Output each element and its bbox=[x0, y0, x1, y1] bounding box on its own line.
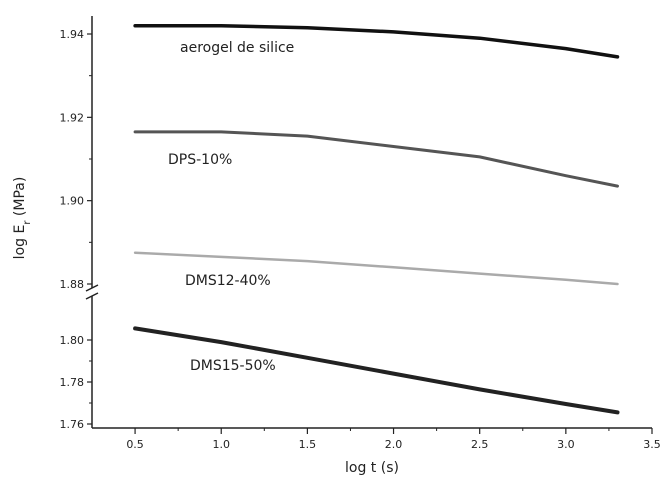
x-axis-label: log t (s) bbox=[345, 460, 399, 476]
y-tick-label: 1.90 bbox=[60, 195, 85, 208]
y-tick-label: 1.80 bbox=[60, 334, 85, 347]
x-tick-label: 2.0 bbox=[385, 438, 403, 451]
y-axis-break-mark bbox=[85, 292, 99, 300]
series-line-2 bbox=[133, 130, 619, 188]
series-line-3 bbox=[133, 251, 619, 286]
y-tick-label: 1.88 bbox=[60, 278, 85, 291]
x-tick-label: 1.5 bbox=[299, 438, 317, 451]
x-tick-label: 1.0 bbox=[212, 438, 230, 451]
plot-frame bbox=[85, 16, 652, 429]
y-axis-break-mark bbox=[85, 284, 99, 292]
series-label-3: DMS12-40% bbox=[185, 273, 271, 289]
y-axis-label: log Er (MPa) bbox=[12, 177, 33, 260]
labels: 0.5 1.0 1.5 2.0 2.5 3.0 3.5 1.88 1.90 1.92 1.94 1.7… bbox=[60, 28, 660, 451]
y-tick-label: 1.94 bbox=[60, 28, 85, 41]
x-tick-label: 3.0 bbox=[557, 438, 575, 451]
series-line-4 bbox=[133, 326, 620, 415]
series-label-1: aerogel de silice bbox=[180, 40, 294, 56]
y-tick-label: 1.76 bbox=[60, 418, 85, 431]
y-tick-label: 1.78 bbox=[60, 376, 85, 389]
x-tick-label: 3.5 bbox=[643, 438, 660, 451]
axis-ticks bbox=[87, 33, 653, 434]
series-label-2: DPS-10% bbox=[168, 152, 232, 168]
series-line-1 bbox=[133, 23, 620, 59]
y-tick-label: 1.92 bbox=[60, 111, 85, 124]
series-lines bbox=[133, 23, 620, 415]
x-tick-label: 2.5 bbox=[471, 438, 489, 451]
series-label-4: DMS15-50% bbox=[190, 358, 276, 374]
x-tick-label: 0.5 bbox=[126, 438, 144, 451]
